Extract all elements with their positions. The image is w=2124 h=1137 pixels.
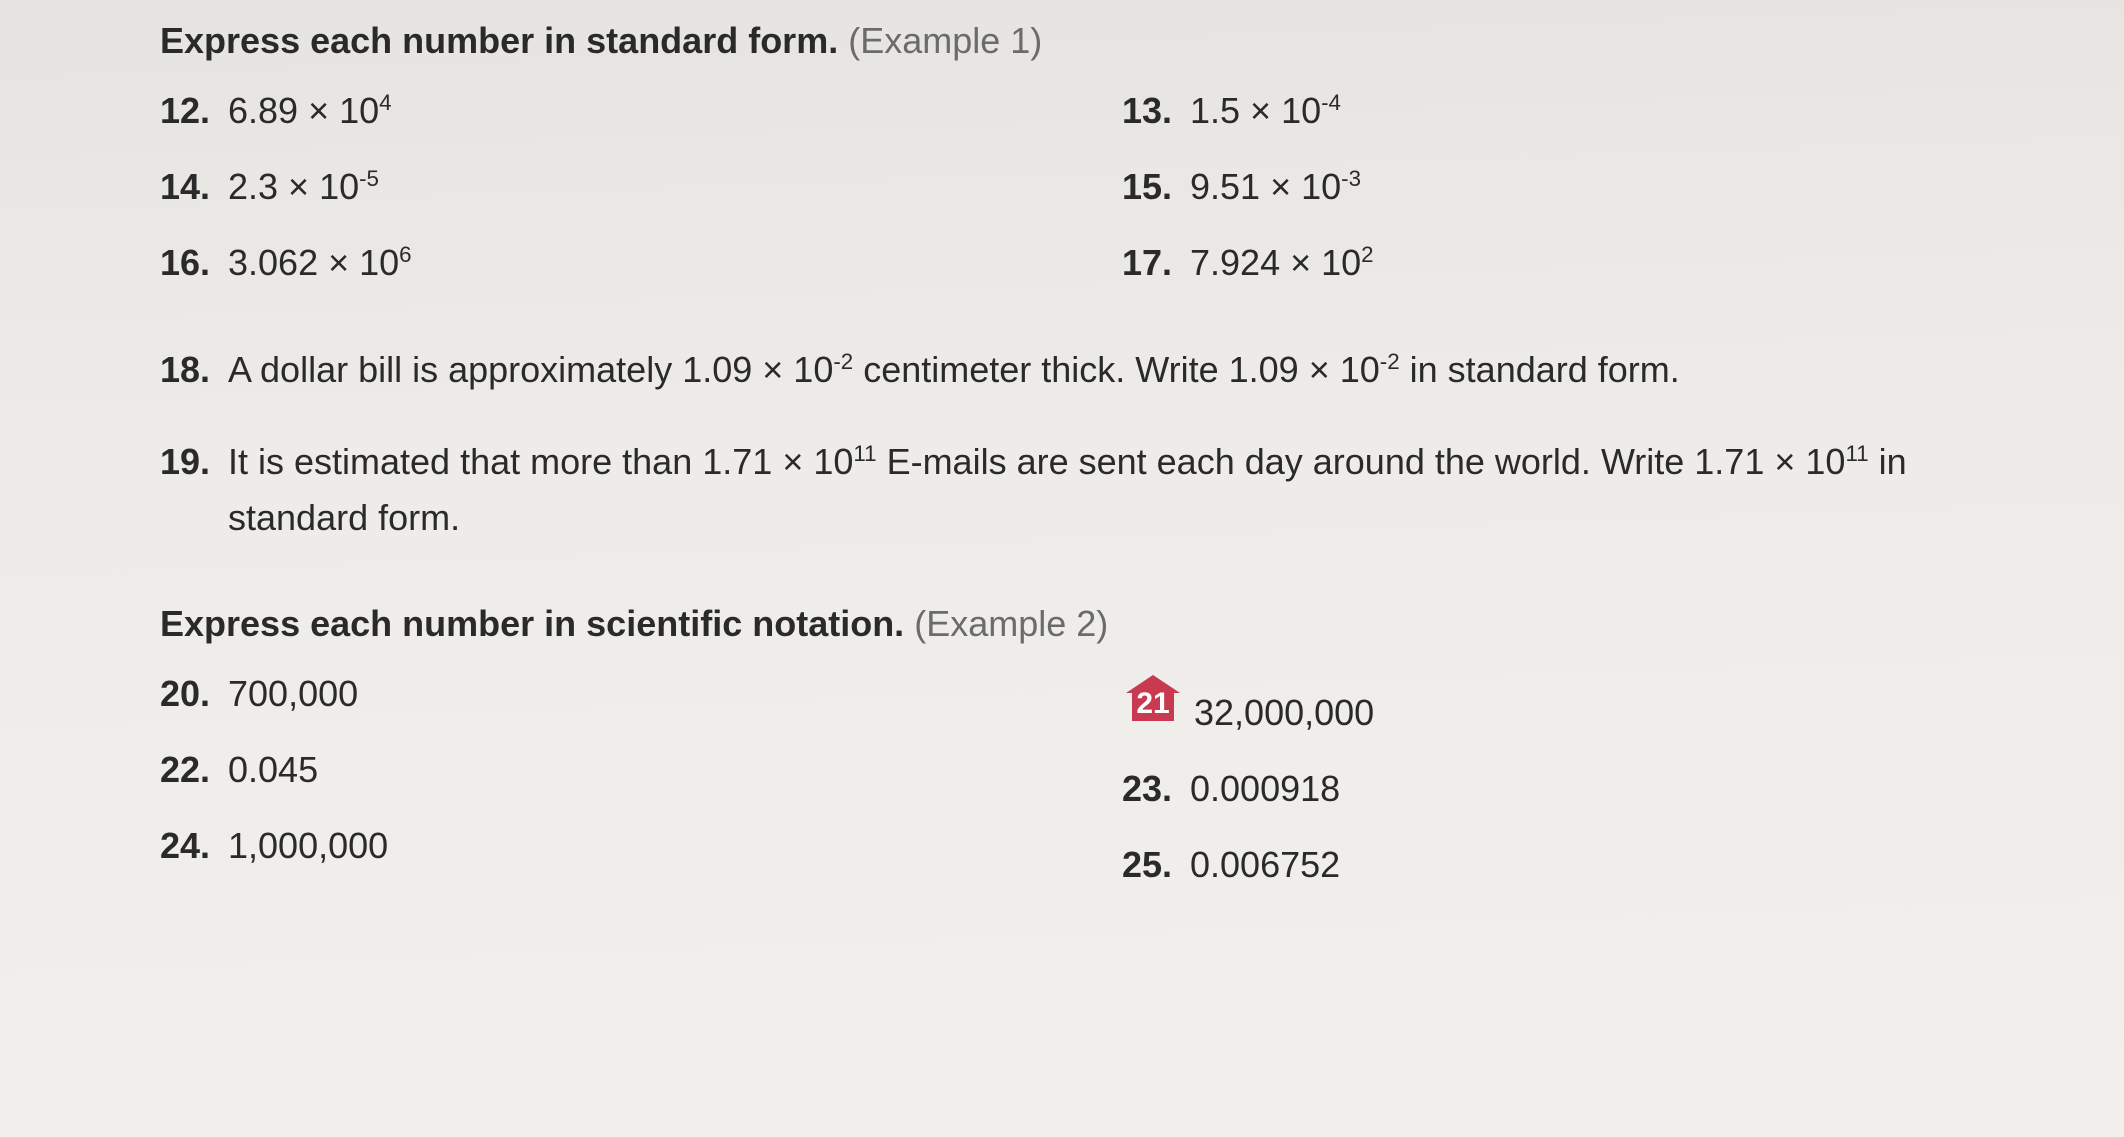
problem-body: 700,000 [228, 673, 358, 715]
section1-instruction-text: Express each number in standard form. [160, 20, 838, 61]
problem-number: 15. [1122, 166, 1176, 208]
problem-body: 3.062 × 106 [228, 242, 412, 284]
section2: Express each number in scientific notati… [160, 603, 2044, 920]
sci-exp: 4 [379, 90, 391, 115]
sci-base: 9.51 [1190, 166, 1260, 207]
section1-right-col: 13. 1.5 × 10-4 15. 9.51 × 10-3 17. 7.924… [1082, 90, 2044, 318]
problem-number: 22. [160, 749, 214, 791]
sci-base: 3.062 [228, 242, 318, 283]
problem-body: 9.51 × 10-3 [1190, 166, 1361, 208]
section2-problems: 20. 700,000 22. 0.045 24. 1,000,000 [160, 673, 2044, 920]
problem-21: 21 32,000,000 [1122, 673, 2044, 734]
sci-exp: 11 [1845, 441, 1868, 466]
section1-problems: 12. 6.89 × 104 14. 2.3 × 10-5 16. 3.062 … [160, 90, 2044, 318]
problem-15: 15. 9.51 × 10-3 [1122, 166, 2044, 208]
problem-number: 16. [160, 242, 214, 284]
problem-number: 25. [1122, 844, 1176, 886]
wp-pre: A dollar bill is approximately [228, 349, 682, 390]
problem-body: 6.89 × 104 [228, 90, 392, 132]
problem-body: 0.045 [228, 749, 318, 791]
problem-12: 12. 6.89 × 104 [160, 90, 1082, 132]
problem-22: 22. 0.045 [160, 749, 1082, 791]
problem-20: 20. 700,000 [160, 673, 1082, 715]
sci-base: 2.3 [228, 166, 278, 207]
sci-exp: -3 [1341, 166, 1361, 191]
house-badge-number: 21 [1122, 687, 1184, 721]
problem-body: 32,000,000 [1194, 692, 1374, 734]
sci-base: 1.5 [1190, 90, 1240, 131]
wp-mid: E-mails are sent each day around the wor… [877, 441, 1695, 482]
problem-19: 19. It is estimated that more than 1.71 … [160, 434, 2044, 546]
problem-number: 23. [1122, 768, 1176, 810]
sci-exp: 11 [853, 441, 876, 466]
problem-number: 17. [1122, 242, 1176, 284]
problem-number: 19. [160, 434, 214, 490]
problem-14: 14. 2.3 × 10-5 [160, 166, 1082, 208]
wp-post: in standard form. [1400, 349, 1680, 390]
sci-base: 1.09 [1229, 349, 1299, 390]
problem-18: 18. A dollar bill is approximately 1.09 … [160, 342, 2044, 398]
problem-13: 13. 1.5 × 10-4 [1122, 90, 2044, 132]
problem-17: 17. 7.924 × 102 [1122, 242, 2044, 284]
problem-24: 24. 1,000,000 [160, 825, 1082, 867]
section2-right-col: 21 32,000,000 23. 0.000918 25. 0.006752 [1082, 673, 2044, 920]
sci-exp: 2 [1361, 242, 1373, 267]
sci-base: 1.71 [1694, 441, 1764, 482]
section2-instruction-text: Express each number in scientific notati… [160, 603, 904, 644]
problem-number: 13. [1122, 90, 1176, 132]
problem-body: 7.924 × 102 [1190, 242, 1374, 284]
sci-base: 1.09 [682, 349, 752, 390]
section2-example-ref: (Example 2) [914, 603, 1108, 644]
sci-base: 1.71 [702, 441, 772, 482]
problem-body: 2.3 × 10-5 [228, 166, 379, 208]
problem-body: 0.006752 [1190, 844, 1340, 886]
problem-body: 1.5 × 10-4 [1190, 90, 1341, 132]
sci-base: 6.89 [228, 90, 298, 131]
wp-pre: It is estimated that more than [228, 441, 702, 482]
problem-body: 1,000,000 [228, 825, 388, 867]
sci-exp: -5 [359, 166, 379, 191]
problem-25: 25. 0.006752 [1122, 844, 2044, 886]
problem-number: 14. [160, 166, 214, 208]
problem-body: A dollar bill is approximately 1.09 × 10… [228, 342, 2044, 398]
problem-number: 12. [160, 90, 214, 132]
section1-left-col: 12. 6.89 × 104 14. 2.3 × 10-5 16. 3.062 … [160, 90, 1082, 318]
wp-mid: centimeter thick. Write [853, 349, 1228, 390]
sci-exp: -2 [833, 349, 853, 374]
section1-instruction: Express each number in standard form. (E… [160, 20, 2044, 62]
problem-body: 0.000918 [1190, 768, 1340, 810]
section1-example-ref: (Example 1) [848, 20, 1042, 61]
problem-body: It is estimated that more than 1.71 × 10… [228, 434, 2044, 546]
problem-number: 18. [160, 342, 214, 398]
problem-number: 24. [160, 825, 214, 867]
sci-exp: 6 [399, 242, 411, 267]
problem-23: 23. 0.000918 [1122, 768, 2044, 810]
sci-exp: -2 [1380, 349, 1400, 374]
section2-left-col: 20. 700,000 22. 0.045 24. 1,000,000 [160, 673, 1082, 920]
sci-base: 7.924 [1190, 242, 1280, 283]
textbook-page: Express each number in standard form. (E… [0, 0, 2124, 1137]
sci-exp: -4 [1321, 90, 1341, 115]
problem-number: 20. [160, 673, 214, 715]
house-badge-icon: 21 [1122, 673, 1184, 725]
problem-16: 16. 3.062 × 106 [160, 242, 1082, 284]
section2-instruction: Express each number in scientific notati… [160, 603, 2044, 645]
